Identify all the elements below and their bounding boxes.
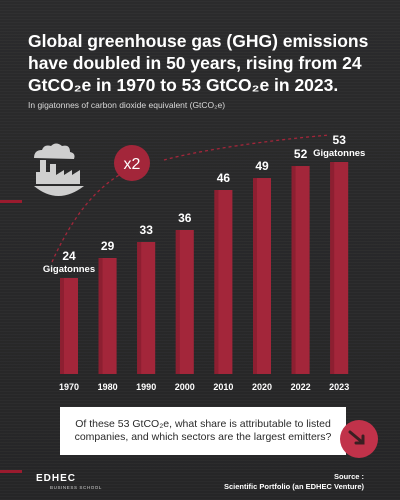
bars-layer: 24Gigatonnes1970291980331990362000462010… [43, 133, 365, 392]
unit-label-1970: Gigatonnes [43, 264, 95, 275]
next-arrow-button[interactable] [340, 420, 378, 458]
bar-shade-2020 [253, 178, 257, 374]
multiplier-badge-text: x2 [124, 156, 141, 173]
brand-logo: EDHEC [36, 473, 77, 484]
multiplier-badge: x2 [114, 145, 150, 181]
x-tick-label-2023: 2023 [329, 382, 349, 392]
arrow-down-right-icon [348, 430, 365, 445]
value-label-2020: 49 [255, 159, 269, 173]
decorative-mark [0, 470, 22, 473]
bar-1970 [60, 278, 78, 374]
value-label-2022: 52 [294, 147, 308, 161]
unit-label-2023: Gigatonnes [313, 148, 365, 159]
bar-2022 [291, 166, 310, 374]
value-label-1970: 24 [62, 249, 76, 263]
source-label: Source : [333, 472, 364, 481]
decorative-mark [0, 200, 22, 203]
bar-shade-1990 [137, 242, 142, 374]
x-tick-label-2010: 2010 [213, 382, 233, 392]
x-tick-label-1980: 1980 [98, 382, 118, 392]
x-tick-label-2020: 2020 [252, 382, 272, 392]
x-tick-label-2000: 2000 [175, 382, 195, 392]
x-tick-label-1970: 1970 [59, 382, 79, 392]
bar-2010 [214, 190, 233, 374]
bar-shade-1970 [60, 278, 64, 374]
bar-shade-2022 [291, 166, 296, 374]
x-tick-label-1990: 1990 [136, 382, 156, 392]
growth-arc [163, 134, 331, 161]
bar-2023 [330, 162, 349, 374]
page-title: Global greenhouse gas (GHG) emissions ha… [28, 31, 369, 95]
bar-2000 [175, 230, 194, 374]
value-label-2000: 36 [178, 211, 192, 225]
chart-subtitle: In gigatonnes of carbon dioxide equivale… [28, 100, 226, 110]
bar-shade-2010 [214, 190, 219, 374]
bar-2020 [253, 178, 271, 374]
bar-1990 [137, 242, 156, 374]
question-box: Of these 53 GtCO₂e, what share is attrib… [60, 407, 346, 455]
factory-globe-icon [34, 143, 84, 196]
question-text: Of these 53 GtCO₂e, what share is attrib… [74, 418, 332, 443]
bar-shade-2000 [175, 230, 180, 374]
value-label-1990: 33 [140, 223, 154, 237]
x-tick-label-2022: 2022 [291, 382, 311, 392]
source-value: Scientific Portfolio (an EDHEC Venture) [223, 482, 364, 491]
value-label-1980: 29 [101, 239, 115, 253]
brand-subtitle: BUSINESS SCHOOL [50, 485, 103, 490]
bar-shade-2023 [330, 162, 335, 374]
bar-1980 [98, 258, 117, 374]
bar-shade-1980 [98, 258, 103, 374]
value-label-2010: 46 [217, 171, 231, 185]
value-label-2023: 53 [333, 133, 347, 147]
